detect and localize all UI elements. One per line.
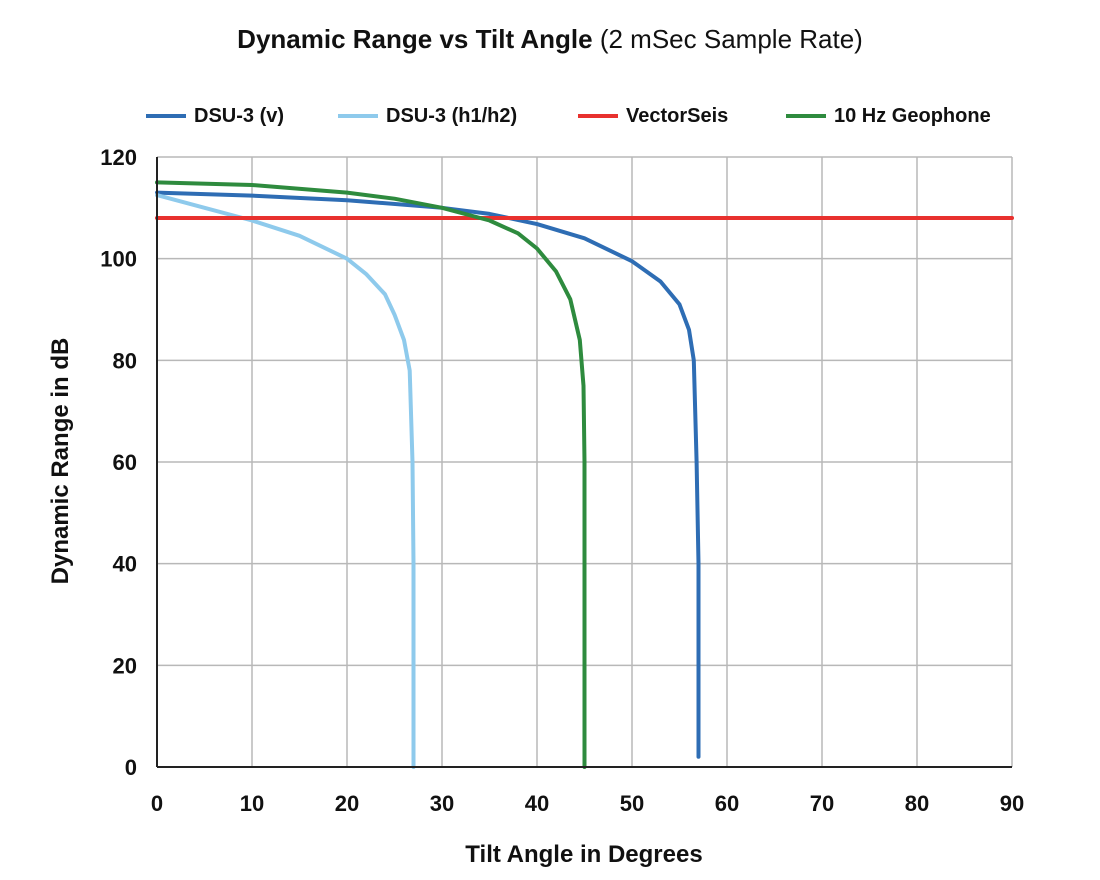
series-line-3 xyxy=(155,180,587,769)
legend-item-dsu3-h: DSU-3 (h1/h2) xyxy=(338,102,517,130)
chart-title-main: Dynamic Range vs Tilt Angle xyxy=(237,24,593,54)
x-tick-90: 90 xyxy=(1000,791,1024,816)
x-tick-70: 70 xyxy=(810,791,834,816)
chart-subtitle: (2 mSec Sample Rate) xyxy=(599,24,863,54)
legend-item-dsu3-v: DSU-3 (v) xyxy=(146,102,284,130)
y-tick-labels: 0 20 40 60 80 100 120 xyxy=(100,145,137,780)
x-tick-0: 0 xyxy=(151,791,163,816)
legend-swatch-dsu3-v xyxy=(146,114,186,118)
x-tick-40: 40 xyxy=(525,791,549,816)
legend-label-vectorseis: VectorSeis xyxy=(626,104,729,127)
y-tick-120: 120 xyxy=(100,145,137,170)
y-tick-40: 40 xyxy=(113,552,137,577)
x-tick-10: 10 xyxy=(240,791,264,816)
legend: DSU-3 (v) DSU-3 (h1/h2) VectorSeis 10 Hz… xyxy=(0,102,1100,130)
y-axis-label: Dynamic Range in dB xyxy=(47,338,74,585)
legend-swatch-vectorseis xyxy=(578,114,618,118)
x-tick-50: 50 xyxy=(620,791,644,816)
x-tick-30: 30 xyxy=(430,791,454,816)
series-line-1 xyxy=(155,193,416,769)
legend-label-geophone: 10 Hz Geophone xyxy=(834,104,991,127)
x-tick-20: 20 xyxy=(335,791,359,816)
y-tick-80: 80 xyxy=(113,348,137,373)
legend-item-vectorseis: VectorSeis xyxy=(578,102,728,130)
series-lines xyxy=(155,180,1014,769)
x-axis-label: Tilt Angle in Degrees xyxy=(465,841,702,868)
legend-item-geophone: 10 Hz Geophone xyxy=(786,102,991,130)
legend-swatch-dsu3-h xyxy=(338,114,378,118)
y-tick-20: 20 xyxy=(113,653,137,678)
x-tick-80: 80 xyxy=(905,791,929,816)
legend-label-dsu3-h: DSU-3 (h1/h2) xyxy=(386,104,518,127)
x-tick-60: 60 xyxy=(715,791,739,816)
y-tick-0: 0 xyxy=(125,755,137,780)
y-tick-60: 60 xyxy=(113,450,137,475)
series-line-0 xyxy=(155,190,701,759)
chart-title: Dynamic Range vs Tilt Angle (2 mSec Samp… xyxy=(0,24,1100,55)
x-tick-labels: 0 10 20 30 40 50 60 70 80 90 xyxy=(151,791,1024,816)
y-tick-100: 100 xyxy=(100,247,137,272)
legend-label-dsu3-v: DSU-3 (v) xyxy=(194,104,285,127)
legend-swatch-geophone xyxy=(786,114,826,118)
plot-frame xyxy=(156,157,1012,768)
